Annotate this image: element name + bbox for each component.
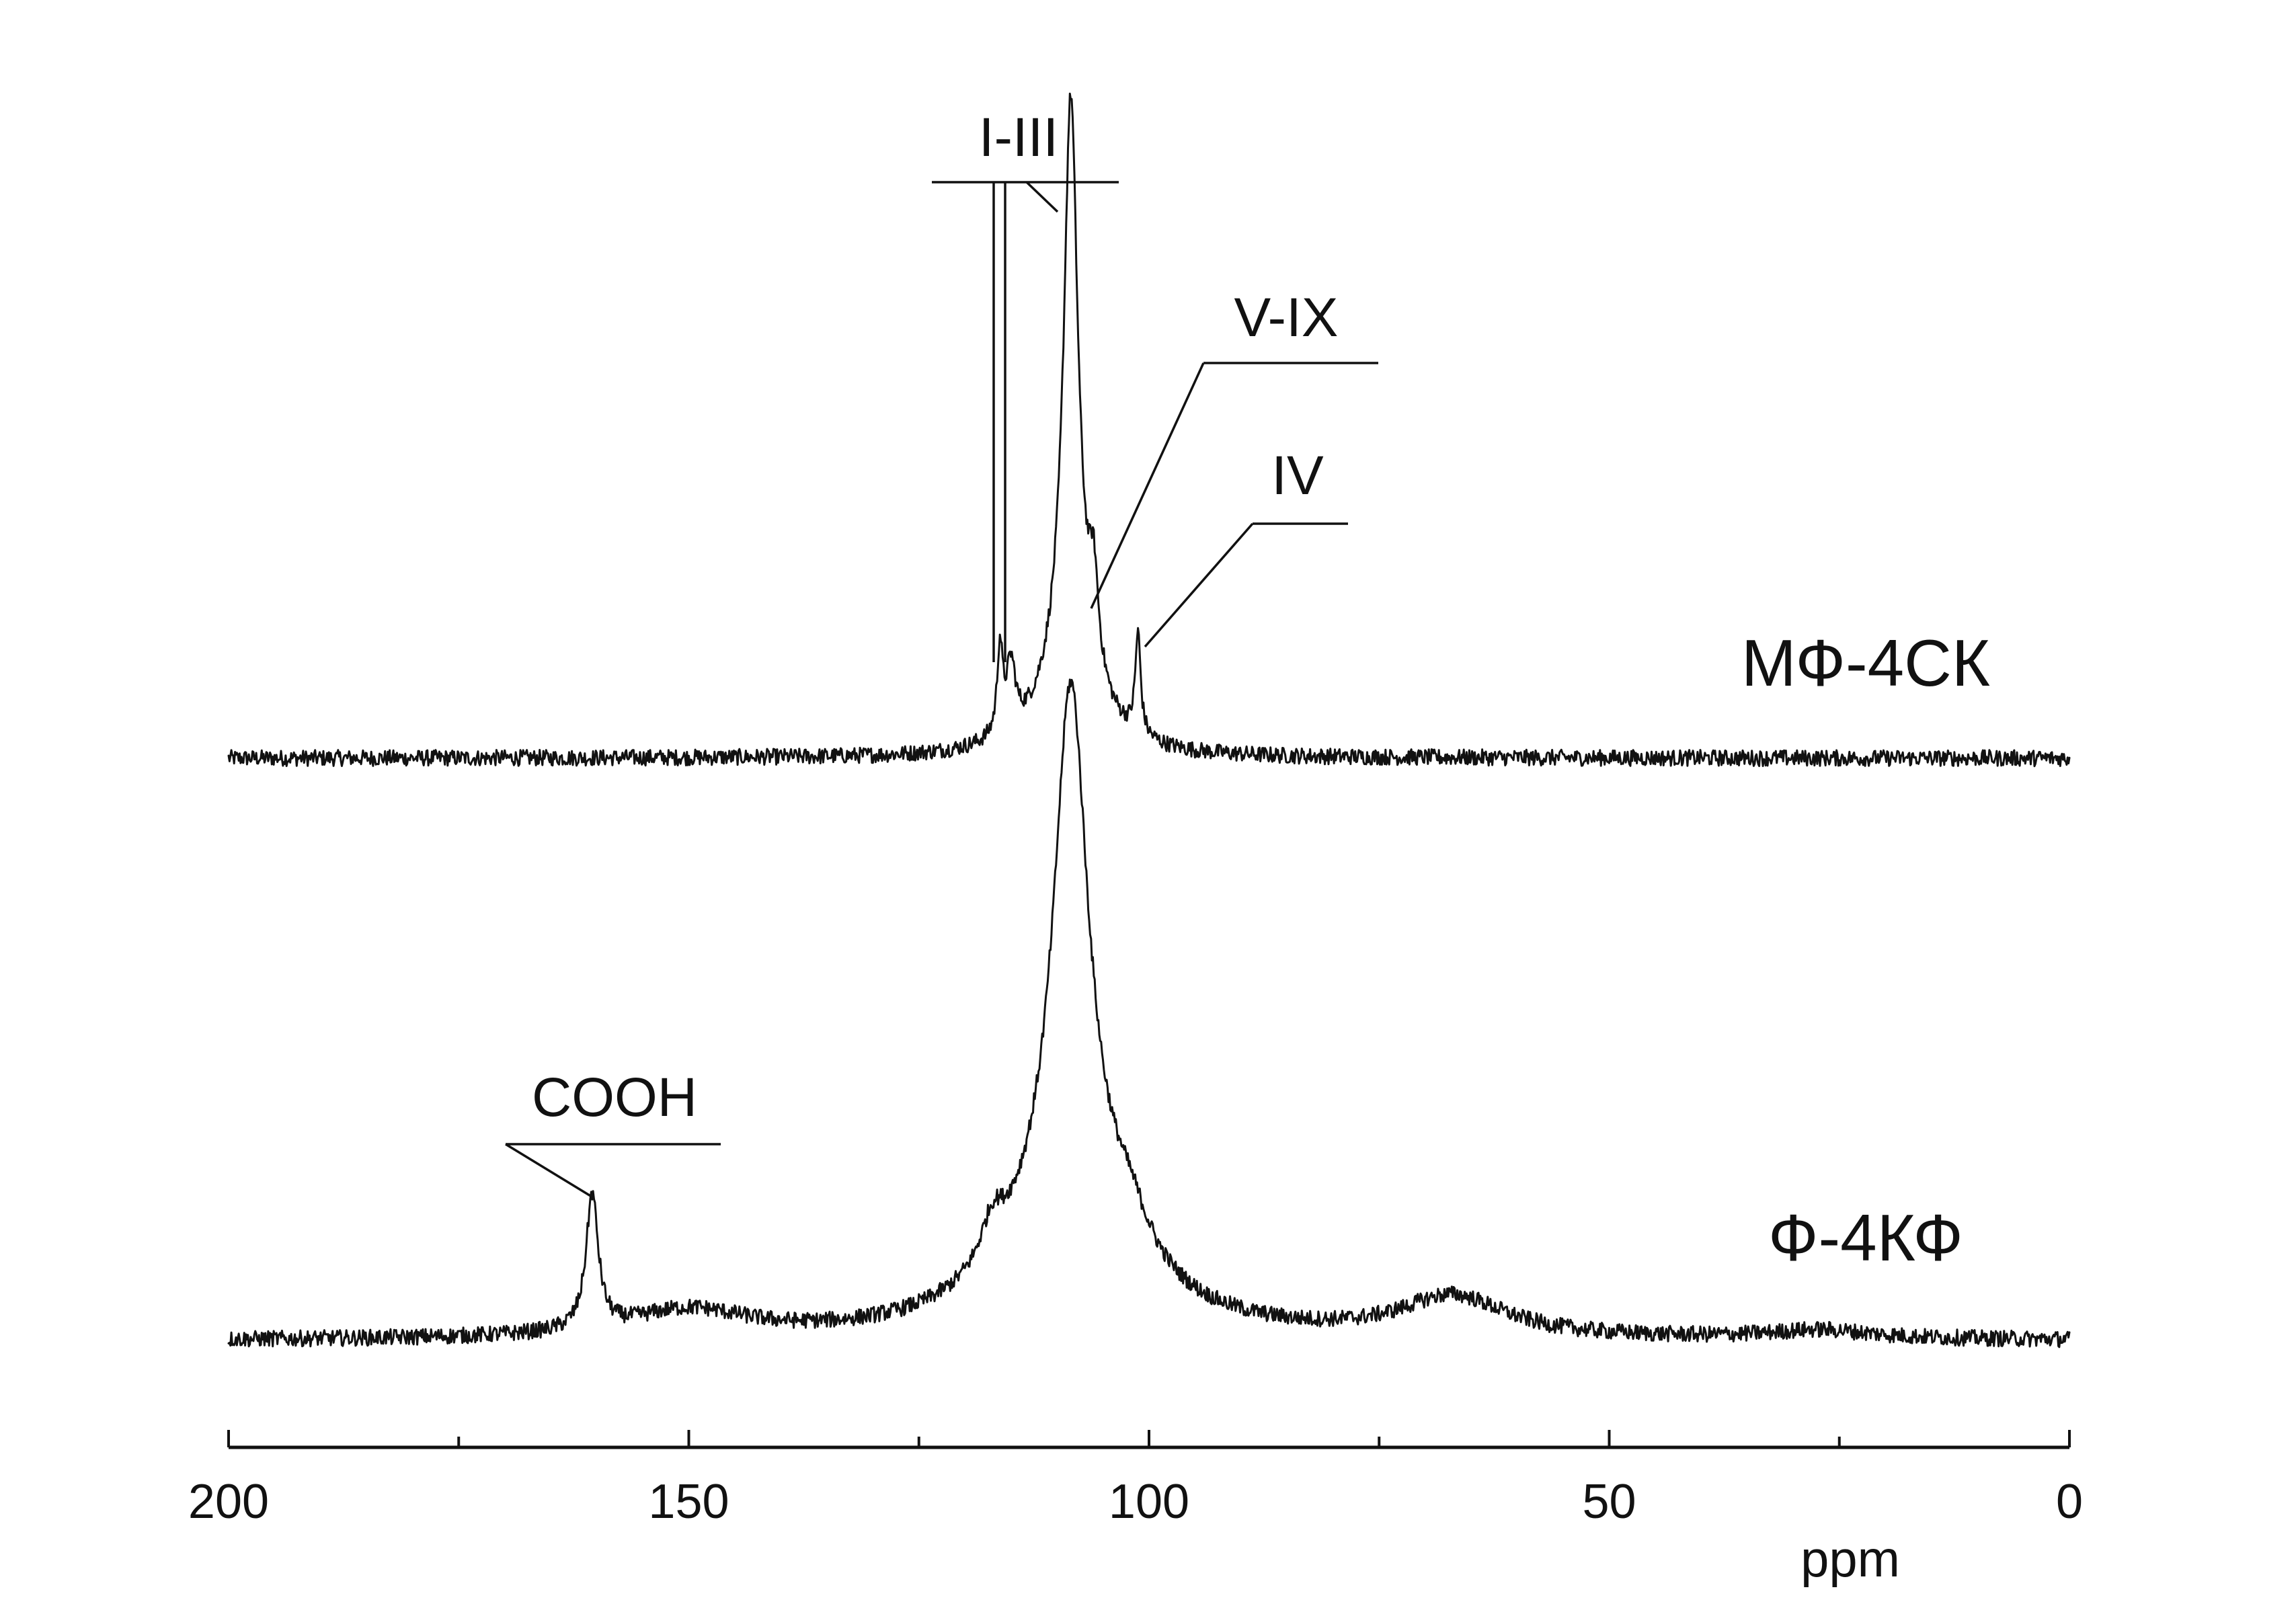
x-axis-title: ppm bbox=[1800, 1531, 1900, 1588]
annotation-label-i-iii: I-III bbox=[979, 107, 1058, 168]
x-axis: 200 150 100 50 0 bbox=[188, 1430, 2083, 1529]
annotation-label-v-ix: V-IX bbox=[1234, 287, 1339, 348]
annotation-i-iii: I-III bbox=[932, 107, 1119, 662]
x-tick-label: 200 bbox=[188, 1475, 269, 1529]
annotation-leader-i-iii-c bbox=[1025, 181, 1059, 213]
annotation-v-ix: V-IX bbox=[1090, 287, 1378, 609]
x-tick-label: 150 bbox=[648, 1475, 729, 1529]
annotation-leader-cooh bbox=[505, 1143, 592, 1198]
series-trace-mf4sk bbox=[227, 92, 2071, 768]
annotation-leader-v-ix bbox=[1090, 362, 1205, 609]
annotation-iv: IV bbox=[1144, 445, 1348, 648]
plot-area bbox=[227, 92, 2071, 1349]
annotation-leader-iv bbox=[1144, 522, 1254, 648]
x-tick-label: 0 bbox=[2056, 1475, 2083, 1529]
series-trace-f4kf bbox=[227, 678, 2071, 1349]
series-label-f4kf: Ф-4КФ bbox=[1768, 1201, 1963, 1275]
annotation-label-iv: IV bbox=[1271, 445, 1324, 506]
annotation-cooh: COOH bbox=[505, 1067, 721, 1198]
x-tick-label: 100 bbox=[1109, 1475, 1189, 1529]
series-label-mf4sk: МФ-4СК bbox=[1741, 626, 1990, 700]
x-tick-label: 50 bbox=[1582, 1475, 1636, 1529]
annotation-label-cooh: COOH bbox=[532, 1067, 697, 1128]
